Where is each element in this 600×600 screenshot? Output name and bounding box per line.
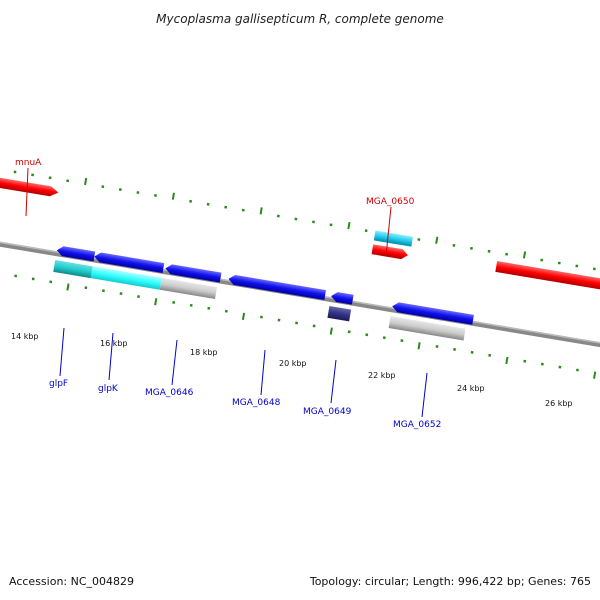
- tick-label: 18 kbp: [190, 348, 218, 357]
- cds-MGA_0646[interactable]: [159, 277, 217, 299]
- feature-layer: [0, 175, 600, 341]
- gene-MGA_0649[interactable]: [330, 291, 354, 305]
- tick-label: 20 kbp: [279, 359, 307, 368]
- axis-tick-labels: 14 kbp 16 kbp 18 kbp 20 kbp 22 kbp 24 kb…: [11, 332, 573, 408]
- scale-tick: [435, 236, 439, 244]
- scale-tick: [347, 221, 351, 230]
- scale-tick: [66, 283, 70, 291]
- gene-MGA_0652[interactable]: [391, 301, 474, 325]
- scale-tick: [84, 177, 88, 186]
- tick-label: 26 kbp: [545, 399, 573, 408]
- gene-MGA_0646[interactable]: [165, 263, 222, 283]
- tick-label: 14 kbp: [11, 332, 39, 341]
- gene-MGA_0650b[interactable]: [371, 244, 409, 260]
- scale-tick: [505, 356, 509, 365]
- scale-tick: [171, 192, 175, 200]
- scale-tick: [417, 342, 421, 350]
- gene-label-glpF[interactable]: glpF: [49, 379, 68, 389]
- cds-glpK[interactable]: [90, 266, 162, 290]
- reverse-gene-labels: glpF glpK MGA_0646 MGA_0648 MGA_0649 MGA…: [49, 327, 441, 430]
- gene-label-MGA_0648[interactable]: MGA_0648: [232, 398, 281, 408]
- scale-tick: [154, 298, 158, 306]
- scale-tick: [329, 327, 333, 335]
- cds-MGA_0649[interactable]: [327, 305, 352, 322]
- cds-MGA_0652[interactable]: [388, 316, 466, 341]
- gene-MGA_0650[interactable]: [373, 230, 413, 247]
- gene-label-MGA_0646[interactable]: MGA_0646: [145, 388, 194, 398]
- topology-text: Topology: circular; Length: 996,422 bp; …: [309, 575, 591, 588]
- gene-label-MGA_0649[interactable]: MGA_0649: [303, 407, 352, 417]
- gene-right-red[interactable]: [495, 261, 600, 294]
- gene-label-glpK[interactable]: glpK: [98, 384, 119, 394]
- tick-label: 16 kbp: [100, 339, 128, 348]
- scale-tick: [241, 312, 246, 321]
- gene-glpK[interactable]: [94, 252, 165, 273]
- map-title: Mycoplasma gallisepticum R, complete gen…: [156, 12, 444, 26]
- gene-label-MGA_0652[interactable]: MGA_0652: [393, 420, 441, 430]
- forward-gene-labels: mnuA MGA_0650: [15, 158, 415, 257]
- scale-tick: [522, 251, 527, 259]
- tick-label: 22 kbp: [368, 371, 396, 380]
- inner-tick-track: [14, 274, 597, 379]
- scale-tick: [593, 371, 597, 379]
- cds-glpF[interactable]: [53, 260, 93, 279]
- gene-mnuA[interactable]: [0, 175, 59, 198]
- gene-glpF[interactable]: [56, 245, 96, 262]
- gene-MGA_0648[interactable]: [228, 274, 326, 301]
- scale-tick: [259, 207, 263, 215]
- gene-label-MGA_0650[interactable]: MGA_0650: [366, 197, 415, 207]
- gene-label-mnuA[interactable]: mnuA: [15, 158, 42, 168]
- tick-label: 24 kbp: [457, 384, 485, 393]
- accession-text: Accession: NC_004829: [9, 575, 134, 588]
